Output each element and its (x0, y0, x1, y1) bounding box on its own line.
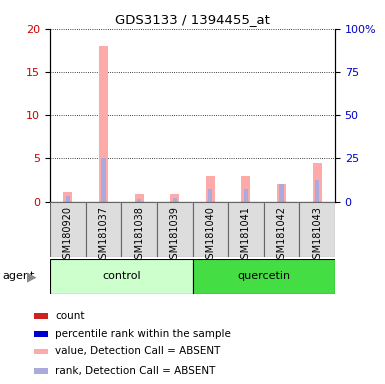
Bar (300, 202, 335, 257)
Text: GSM181043: GSM181043 (312, 206, 322, 265)
Text: rank, Detection Call = ABSENT: rank, Detection Call = ABSENT (55, 366, 216, 376)
Text: agent: agent (2, 271, 34, 281)
Text: GSM181039: GSM181039 (170, 206, 180, 265)
Bar (34, 349, 49, 354)
Bar (313, 163, 321, 202)
Bar (137, 199, 141, 202)
Text: GSM181041: GSM181041 (241, 206, 251, 265)
Bar (85, 202, 121, 257)
Bar (241, 176, 250, 202)
Bar (170, 194, 179, 202)
Text: GSM181042: GSM181042 (276, 206, 286, 265)
Bar (264, 202, 300, 257)
Bar (121, 202, 157, 257)
Bar (208, 189, 213, 202)
Bar (64, 192, 72, 202)
Text: percentile rank within the sample: percentile rank within the sample (55, 329, 231, 339)
Bar (277, 184, 286, 202)
Bar (206, 176, 215, 202)
Text: GSM181038: GSM181038 (134, 206, 144, 265)
Text: count: count (55, 311, 85, 321)
Bar (315, 180, 319, 202)
Bar (228, 202, 264, 257)
Bar (192, 259, 335, 294)
Bar (135, 194, 144, 202)
Text: GSM180920: GSM180920 (63, 206, 73, 265)
Bar (50, 259, 192, 294)
Text: control: control (102, 271, 141, 281)
Bar (172, 198, 177, 202)
Bar (66, 197, 70, 202)
Text: quercetin: quercetin (237, 271, 290, 281)
Bar (34, 313, 49, 319)
Text: GSM181040: GSM181040 (205, 206, 215, 265)
Text: GDS3133 / 1394455_at: GDS3133 / 1394455_at (115, 13, 270, 26)
Text: GSM181037: GSM181037 (99, 206, 109, 265)
Text: value, Detection Call = ABSENT: value, Detection Call = ABSENT (55, 346, 221, 356)
Bar (34, 368, 49, 374)
Bar (34, 331, 49, 336)
Bar (101, 159, 105, 202)
Bar (157, 202, 192, 257)
Bar (192, 202, 228, 257)
Bar (280, 184, 284, 202)
Bar (50, 202, 85, 257)
Text: ▶: ▶ (27, 270, 37, 283)
Bar (99, 46, 108, 202)
Bar (244, 189, 248, 202)
